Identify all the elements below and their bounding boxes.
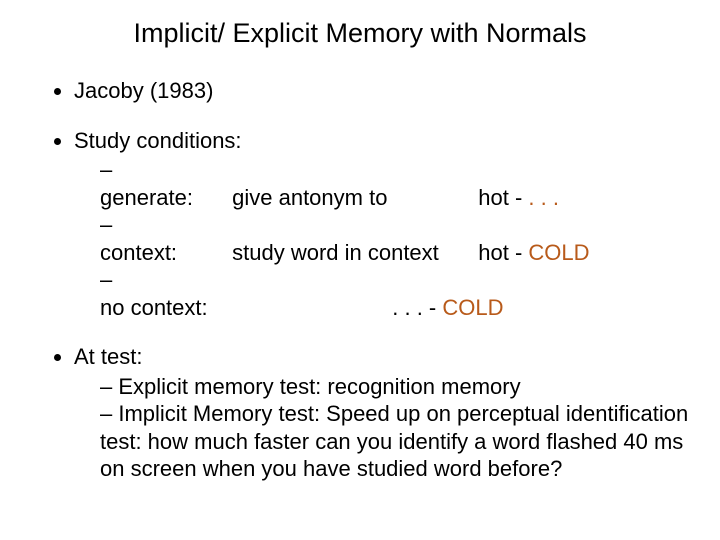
cond-example: hot - COLD xyxy=(478,239,589,267)
test-heading: At test: xyxy=(74,344,142,369)
test-item-explicit: Explicit memory test: recognition memory xyxy=(100,373,690,401)
slide: Implicit/ Explicit Memory with Normals J… xyxy=(0,0,720,540)
cond-desc: study word in context xyxy=(232,239,472,267)
cond-ex-plain: hot - xyxy=(478,240,528,265)
study-row-generate: generate: give antonym to hot - . . . xyxy=(100,156,690,211)
cond-label: generate: xyxy=(100,184,226,212)
cond-ex-accent: COLD xyxy=(528,240,589,265)
cond-label: context: xyxy=(100,239,226,267)
cond-ex-plain: hot - xyxy=(478,185,528,210)
test-item-text: Explicit memory test: recognition memory xyxy=(118,374,520,399)
bullet-test: At test: Explicit memory test: recogniti… xyxy=(74,343,690,483)
slide-title: Implicit/ Explicit Memory with Normals xyxy=(30,18,690,49)
cond-ex-accent: . . . xyxy=(528,185,559,210)
test-item-implicit: Implicit Memory test: Speed up on percep… xyxy=(100,400,690,483)
cond-desc: give antonym to xyxy=(232,184,472,212)
citation-text: Jacoby (1983) xyxy=(74,78,213,103)
test-item-text: Implicit Memory test: Speed up on percep… xyxy=(100,401,688,481)
cond-ex-accent: COLD xyxy=(442,295,503,320)
cond-ex-plain: . . . - xyxy=(392,295,442,320)
cond-label: no context: xyxy=(100,294,226,322)
study-heading: Study conditions: xyxy=(74,128,242,153)
bullet-list: Jacoby (1983) Study conditions: generate… xyxy=(30,77,690,483)
bullet-citation: Jacoby (1983) xyxy=(74,77,690,105)
test-sublist: Explicit memory test: recognition memory… xyxy=(74,373,690,483)
cond-example: hot - . . . xyxy=(478,184,559,212)
study-row-nocontext: no context: . . . - COLD xyxy=(100,266,690,321)
study-row-context: context: study word in context hot - COL… xyxy=(100,211,690,266)
cond-example: . . . - COLD xyxy=(392,294,503,322)
study-sublist: generate: give antonym to hot - . . . co… xyxy=(74,156,690,321)
bullet-study: Study conditions: generate: give antonym… xyxy=(74,127,690,322)
